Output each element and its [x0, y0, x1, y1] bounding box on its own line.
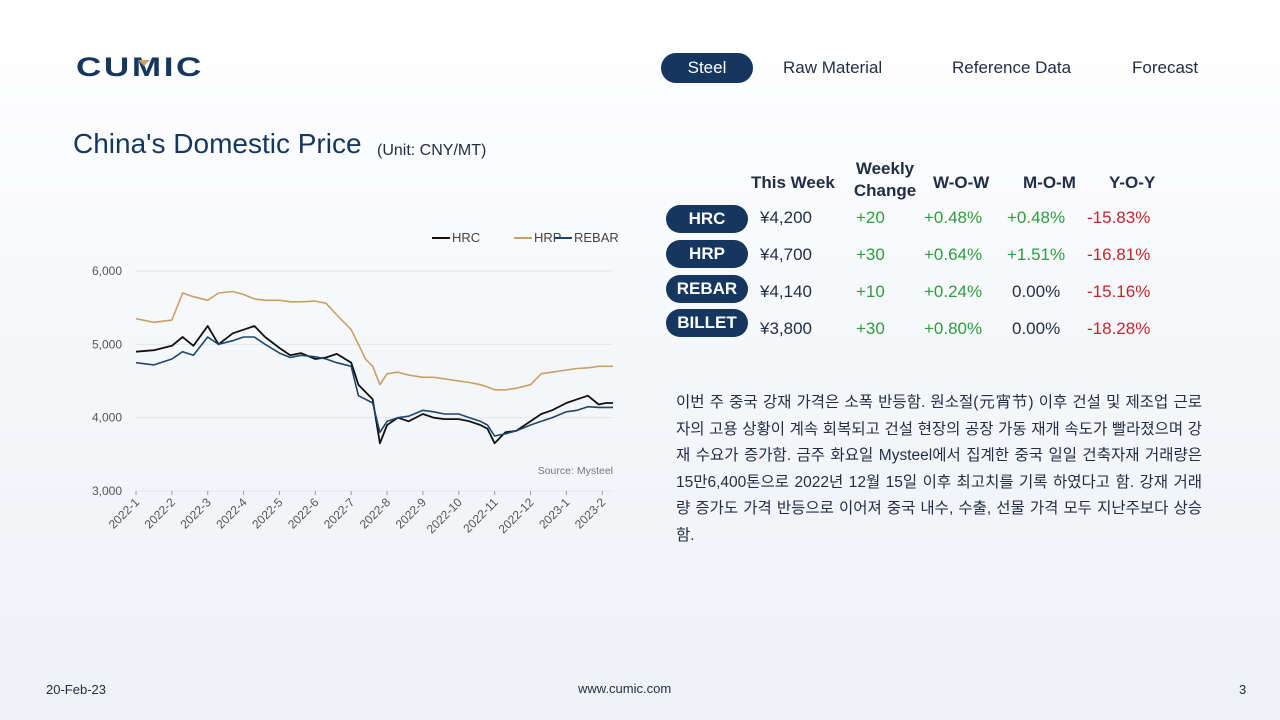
product-pill-rebar: REBAR	[666, 275, 748, 303]
product-pill-billet: BILLET	[666, 309, 748, 337]
y-tick-label: 4,000	[92, 411, 122, 425]
x-tick-label: 2022-5	[249, 495, 286, 532]
x-tick-label: 2022-6	[285, 495, 322, 532]
legend-label-rebar: REBAR	[574, 230, 619, 245]
tab-steel[interactable]: Steel	[661, 53, 753, 83]
y-tick-label: 3,000	[92, 484, 122, 498]
x-tick-label: 2022-1	[106, 495, 143, 532]
wow-hrp: +0.64%	[924, 245, 983, 264]
page-number: 3	[1239, 682, 1247, 697]
yoy-rebar: -15.16%	[1087, 282, 1151, 301]
y-tick-label: 6,000	[92, 264, 122, 278]
footer-date: 20-Feb-23	[46, 682, 106, 697]
x-tick-label: 2022-10	[424, 495, 465, 536]
footer-website[interactable]: www.cumic.com	[578, 681, 672, 696]
wow-rebar: +0.24%	[924, 282, 983, 301]
cumic-logo: CUMIC	[76, 52, 204, 82]
unit-label: (Unit: CNY/MT)	[377, 142, 487, 159]
tab-reference-data[interactable]: Reference Data	[952, 58, 1072, 77]
yoy-billet: -18.28%	[1087, 319, 1151, 338]
x-tick-label: 2022-8	[357, 495, 394, 532]
market-commentary: 이번 주 중국 강재 가격은 소폭 반등함. 원소절(元宵节) 이후 건설 및 …	[676, 394, 1202, 544]
tab-forecast[interactable]: Forecast	[1132, 58, 1199, 77]
mom-hrp: +1.51%	[1007, 245, 1066, 264]
price-billet: ¥3,800	[760, 319, 812, 338]
mom-hrc: +0.48%	[1007, 208, 1066, 227]
page-title: China's Domestic Price	[73, 128, 362, 159]
header-yoy: Y-O-Y	[1109, 173, 1156, 192]
change-billet: +30	[856, 319, 885, 338]
yoy-hrp: -16.81%	[1087, 245, 1151, 264]
legend-label-hrp: HRP	[534, 230, 561, 245]
header-wow: W-O-W	[933, 173, 990, 192]
price-rebar: ¥4,140	[760, 282, 812, 301]
product-pill-hrc: HRC	[666, 205, 748, 233]
mom-billet: 0.00%	[1012, 319, 1061, 338]
change-rebar: +10	[856, 282, 885, 301]
product-pill-hrp: HRP	[666, 240, 748, 268]
x-tick-label: 2022-7	[321, 495, 358, 532]
header-weekly-change-line1: Weekly	[855, 159, 915, 178]
svg-text:CUMIC: CUMIC	[76, 52, 204, 82]
change-hrp: +30	[856, 245, 885, 264]
header-weekly-change-line2: Change	[853, 181, 917, 200]
price-hrc: ¥4,200	[760, 208, 812, 227]
x-tick-label: 2022-11	[460, 495, 501, 536]
change-hrc: +20	[856, 208, 885, 227]
wow-hrc: +0.48%	[924, 208, 983, 227]
x-tick-label: 2022-3	[178, 495, 215, 532]
legend-label-hrc: HRC	[452, 230, 480, 245]
x-tick-label: 2022-12	[496, 495, 537, 536]
x-tick-label: 2023-1	[536, 495, 573, 532]
header-mom: M-O-M	[1023, 173, 1076, 192]
series-line-rebar	[135, 336, 613, 437]
price-hrp: ¥4,700	[760, 245, 812, 264]
series-line-hrp	[135, 290, 613, 391]
header-this-week: This Week	[751, 173, 835, 192]
y-tick-label: 5,000	[92, 337, 122, 351]
yoy-hrc: -15.83%	[1087, 208, 1151, 227]
x-tick-label: 2022-2	[142, 495, 179, 532]
header-weekly-change: Weekly Change	[852, 158, 918, 202]
x-tick-label: 2022-4	[213, 495, 250, 532]
series-line-hrc	[135, 325, 613, 445]
mom-rebar: 0.00%	[1012, 282, 1061, 301]
chart-source-label: Source: Mysteel	[538, 465, 613, 477]
wow-billet: +0.80%	[924, 319, 983, 338]
x-tick-label: 2023-2	[572, 495, 609, 532]
tab-raw-material[interactable]: Raw Material	[783, 58, 883, 77]
